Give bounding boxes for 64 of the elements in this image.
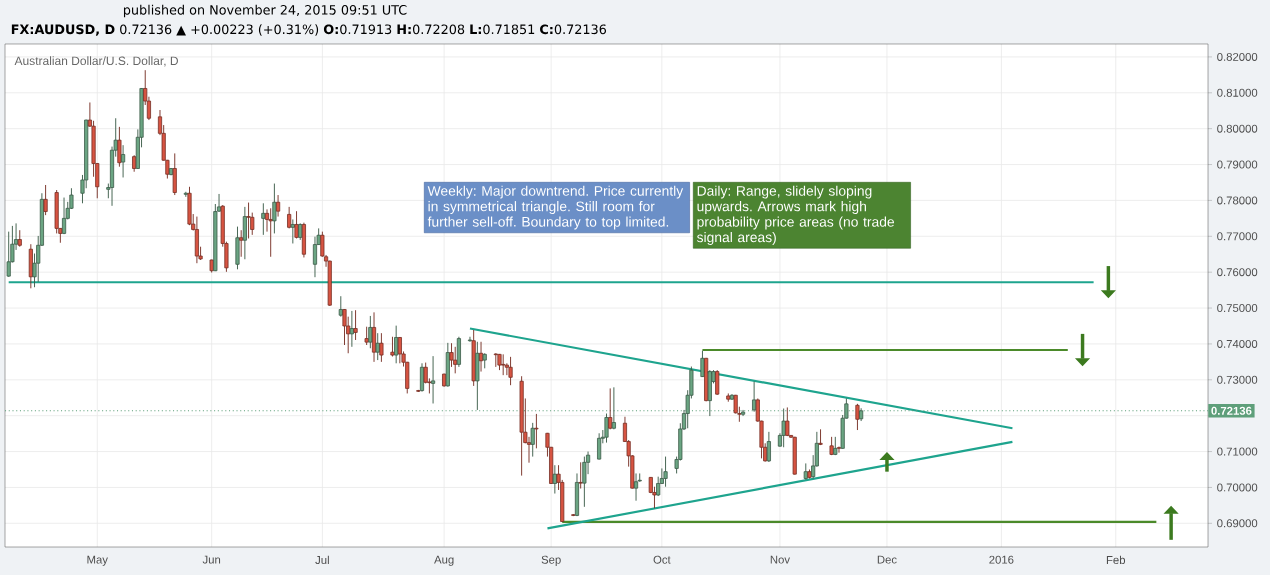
x-tick-label: Dec: [877, 555, 897, 564]
candlestick: [818, 428, 823, 446]
candlestick: [117, 126, 122, 168]
y-tick-label: 0.71000: [1217, 447, 1258, 456]
candlestick: [526, 436, 532, 464]
candlestick: [246, 202, 251, 239]
candlestick: [534, 413, 539, 449]
annotation: Weekly: Major downtrend. Price currently in symmetrical triangle. Still room for further sell-off. Boundary to top limited.: [427, 185, 684, 230]
candlestick: [611, 386, 616, 430]
candlestick: [312, 236, 318, 278]
x-tick-label: Nov: [770, 555, 790, 564]
y-tick-label: 0.75000: [1217, 304, 1258, 313]
x-tick-label: Feb: [1106, 555, 1126, 565]
candlestick: [397, 336, 402, 364]
y-tick-label: 0.82000: [1217, 52, 1258, 61]
x-tick-label: May: [87, 555, 108, 566]
y-tick-label: 0.70000: [1217, 483, 1258, 492]
candlestick: [663, 456, 668, 488]
candlestick: [349, 310, 354, 348]
text: published on November 24, 2015 09:51 UTC: [123, 4, 407, 18]
candlestick: [582, 456, 587, 508]
candlestick: [578, 461, 583, 489]
candlestick: [493, 352, 498, 368]
candlestick: [700, 350, 705, 378]
candlestick: [467, 336, 473, 343]
candlestick: [353, 309, 358, 341]
candlestick: [379, 332, 384, 363]
candlestick: [239, 229, 244, 258]
candlestick: [43, 184, 48, 216]
candlestick: [364, 326, 369, 346]
x-tick-label: Oct: [653, 555, 671, 564]
candlestick: [453, 346, 458, 374]
y-tick-label: 0.77000: [1217, 232, 1258, 241]
candlestick: [6, 231, 11, 278]
text: Australian Dollar/U.S. Dollar, D: [14, 56, 178, 67]
candlestick: [766, 431, 771, 463]
annotation: Daily: Range, slidely sloping upwards. Arrows mark high probability price areas (no trade signal areas): [696, 185, 895, 245]
x-tick-label: Jun: [202, 555, 221, 564]
candlestick: [431, 355, 436, 404]
candlestick: [276, 194, 281, 218]
candlestick: [530, 422, 535, 458]
y-tick-label: 0.81000: [1217, 88, 1258, 97]
y-tick-label: 0.76000: [1217, 268, 1258, 277]
ref-line-label: 0.72136: [1211, 406, 1252, 415]
candlestick: [836, 446, 842, 454]
candlestick: [121, 144, 126, 178]
candlestick: [268, 207, 273, 258]
candlestick: [597, 432, 602, 460]
x-tick-label: Aug: [434, 555, 454, 566]
y-tick-label: 0.73000: [1217, 375, 1258, 384]
candlestick: [368, 315, 373, 349]
y-tick-label: 0.69000: [1217, 519, 1258, 528]
y-tick-label: 0.79000: [1217, 160, 1258, 169]
candlestick: [508, 356, 513, 386]
y-tick-label: 0.80000: [1217, 124, 1258, 133]
x-tick-label: Sep: [541, 555, 561, 566]
y-tick-label: 0.78000: [1217, 196, 1258, 205]
candlestick: [261, 202, 266, 236]
x-tick-label: Jul: [315, 555, 329, 565]
x-tick-label: 2016: [989, 555, 1014, 564]
y-tick-label: 0.74000: [1217, 339, 1258, 348]
candlestick: [604, 413, 609, 444]
chart-title: FX:AUDUSD, D 0.72136 ▲ +0.00223 (+0.31%) O:0.71913 H:0.72208 L:0.71851 C:0.72136: [11, 24, 607, 36]
candlestick: [242, 206, 247, 260]
